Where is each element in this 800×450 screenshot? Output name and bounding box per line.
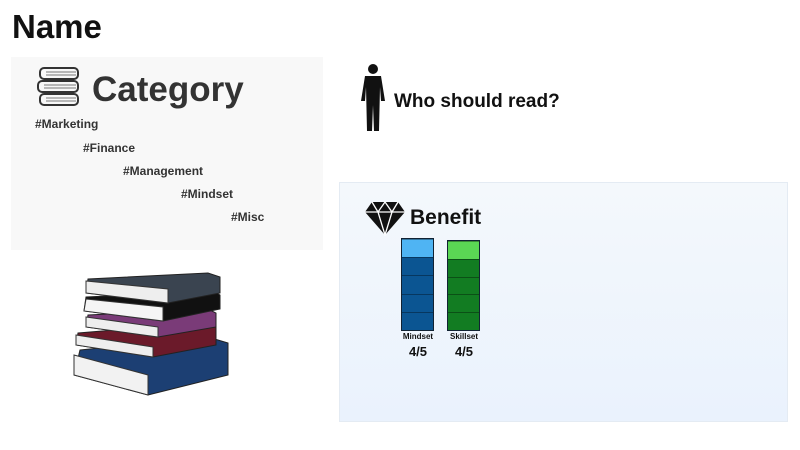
bar-segment [448, 276, 479, 295]
category-title: Category [92, 70, 244, 109]
bar-segment [448, 241, 479, 259]
bar-segment [402, 257, 433, 276]
tag-marketing: #Marketing [35, 117, 99, 131]
bar-label: Skillset [449, 332, 478, 341]
bar-score: 4/5 [408, 344, 428, 359]
bar-segment [448, 258, 479, 277]
bar-segment [402, 311, 433, 330]
tag-management: #Management [123, 164, 204, 178]
category-panel [11, 57, 323, 250]
bar-segment [402, 238, 433, 258]
person-silhouette-icon [361, 64, 385, 131]
tag-misc: #Misc [231, 210, 265, 224]
bar-segment [402, 293, 433, 312]
bar-segment [448, 312, 479, 330]
tag-mindset: #Mindset [181, 187, 234, 201]
books-illustration [73, 272, 229, 396]
audience-title: Who should read? [394, 91, 560, 112]
diamond-icon [365, 200, 405, 236]
tag-finance: #Finance [83, 141, 136, 155]
bar-segment [448, 294, 479, 313]
benefit-bar-skillset [447, 240, 480, 331]
books-stack-icon [37, 67, 79, 106]
benefit-title: Benefit [410, 206, 482, 229]
benefit-bar-mindset [401, 238, 434, 331]
bar-score: 4/5 [454, 344, 474, 359]
bar-label: Mindset [402, 332, 434, 341]
page-title: Name [12, 8, 102, 45]
bar-segment [402, 275, 433, 294]
